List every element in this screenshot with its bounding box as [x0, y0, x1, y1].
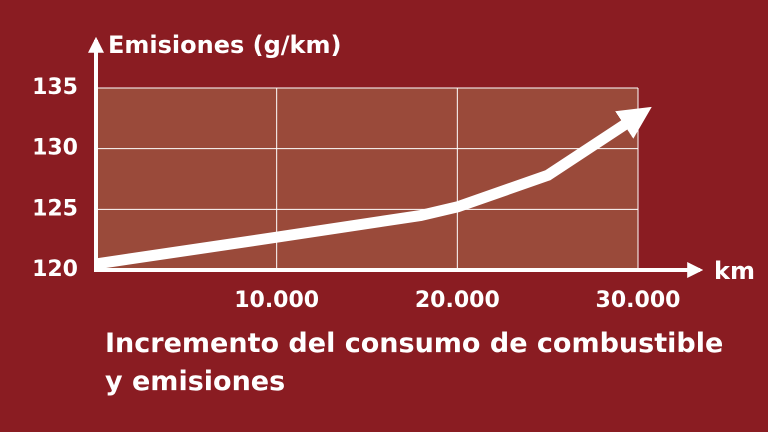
- y-tick-label: 125: [32, 196, 78, 221]
- line: [95, 106, 652, 270]
- y-axis-title: Emisiones (g/km): [108, 31, 341, 59]
- x-tick-label: 10.000: [234, 288, 319, 313]
- x-tick-label: 20.000: [415, 288, 500, 313]
- y-tick-label: 130: [32, 136, 78, 161]
- y-tick-label: 135: [32, 75, 78, 100]
- caption: Incremento del consumo de combustible y …: [105, 328, 724, 397]
- plot-area: [96, 88, 638, 270]
- x-axis-title: km: [714, 257, 755, 285]
- x-tick-label: 30.000: [596, 288, 681, 313]
- y-tick-label: 120: [32, 257, 78, 282]
